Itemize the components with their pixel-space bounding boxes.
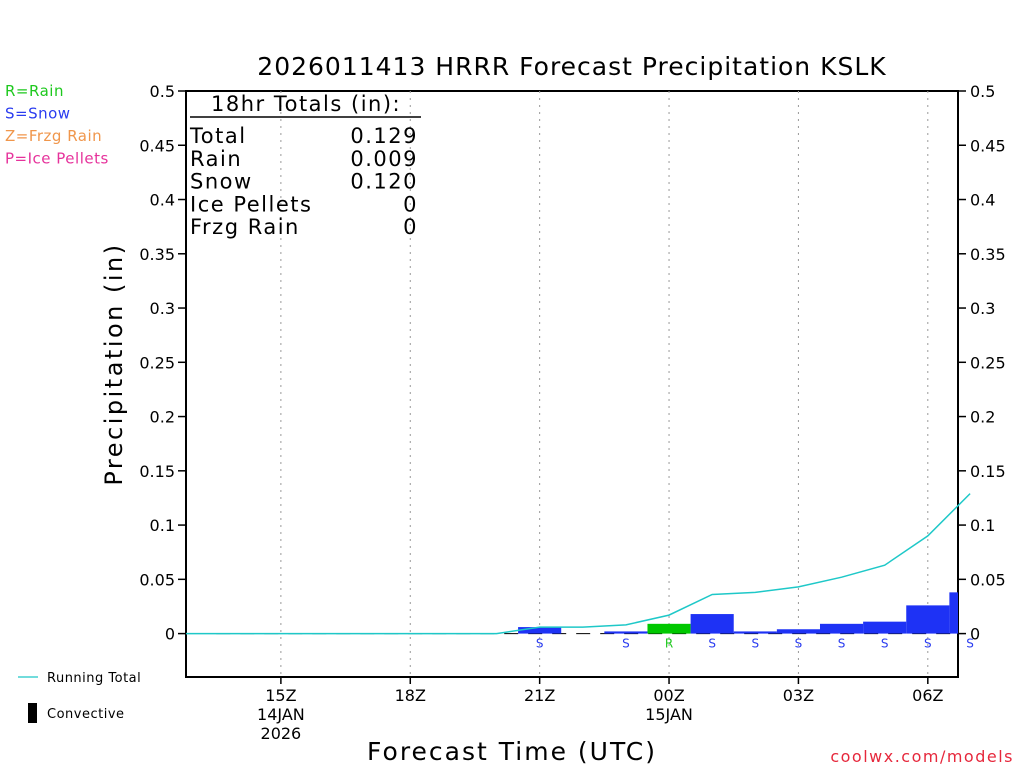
y-axis-label: Precipitation (in) — [100, 242, 128, 485]
running-total-line-group — [186, 493, 971, 635]
y-tick-label-right-1: 0.05 — [970, 570, 1006, 589]
y-tick-label-left-8: 0.4 — [150, 191, 175, 210]
precip-bar-9 — [604, 631, 648, 634]
type-label-8: S — [924, 637, 932, 651]
type-label-5: S — [795, 637, 803, 651]
type-label-3: S — [708, 637, 716, 651]
precip-bar-11 — [690, 614, 734, 634]
type-label-1: S — [622, 637, 630, 651]
y-tick-label-left-2: 0.1 — [150, 516, 175, 535]
y-tick-label-right-9: 0.45 — [970, 136, 1006, 155]
type-legend-2: Z=Frzg Rain — [5, 127, 102, 145]
x-tick-label-0-2: 2026 — [261, 724, 302, 743]
x-tick-label-0-1: 14JAN — [257, 705, 305, 724]
precip-bar-15 — [863, 621, 907, 634]
type-legend-0: R=Rain — [5, 82, 64, 100]
y-tick-label-left-7: 0.35 — [139, 245, 175, 264]
y-axis-right: 0 0.05 0.1 0.15 0.2 0.25 0.3 0.35 0.4 0.45 0.5 — [958, 82, 1006, 644]
y-tick-label-right-4: 0.2 — [970, 408, 995, 427]
y-tick-label-left-10: 0.5 — [150, 82, 175, 101]
totals-label-2: Snow — [190, 170, 253, 194]
type-label-9: S — [966, 637, 974, 651]
type-legend-1: S=Snow — [5, 105, 71, 123]
totals-box: 18hr Totals (in): Total 0.129 Rain 0.009 Snow… — [189, 92, 421, 239]
x-tick-label-0-0: 15Z — [265, 686, 296, 705]
y-tick-label-left-6: 0.3 — [150, 299, 175, 318]
x-tick-label-2-0: 21Z — [524, 686, 555, 705]
precip-bar-12 — [733, 631, 777, 634]
type-label-4: S — [751, 637, 759, 651]
precip-type-legend: R=Rain S=Snow Z=Frzg Rain P=Ice Pellets — [5, 82, 109, 168]
totals-label-4: Frzg Rain — [190, 215, 300, 239]
convective-legend-label: Convective — [47, 707, 125, 722]
x-tick-label-1-0: 18Z — [395, 686, 426, 705]
y-tick-label-right-5: 0.25 — [970, 353, 1006, 372]
credit-text: coolwx.com/models — [830, 747, 1014, 766]
totals-label-3: Ice Pellets — [190, 192, 312, 216]
totals-value-3: 0 — [403, 192, 418, 216]
totals-value-4: 0 — [403, 215, 418, 239]
y-tick-label-left-3: 0.15 — [139, 462, 175, 481]
totals-heading: 18hr Totals (in): — [211, 92, 401, 116]
totals-label-0: Total — [189, 124, 247, 148]
precip-bar-17 — [949, 592, 958, 634]
series-legend: Running Total Convective — [18, 671, 141, 723]
y-tick-label-left-4: 0.2 — [150, 408, 175, 427]
chart-title: 2026011413 HRRR Forecast Precipitation K… — [257, 52, 886, 81]
y-tick-label-right-8: 0.4 — [970, 191, 995, 210]
x-tick-label-5-0: 06Z — [912, 686, 943, 705]
y-tick-label-right-0: 0 — [970, 625, 980, 644]
precip-bar-7 — [518, 627, 562, 634]
running-total-legend-label: Running Total — [47, 671, 141, 686]
y-axis-left: 0 0.05 0.1 0.15 0.2 0.25 0.3 0.35 0.4 0.45 0.5 — [139, 82, 186, 644]
y-tick-label-right-2: 0.1 — [970, 516, 995, 535]
x-tick-label-4-0: 03Z — [783, 686, 814, 705]
type-legend-3: P=Ice Pellets — [5, 150, 109, 168]
y-tick-label-left-9: 0.45 — [139, 136, 175, 155]
totals-label-1: Rain — [190, 147, 242, 171]
type-label-6: S — [838, 637, 846, 651]
type-label-0: S — [536, 637, 544, 651]
x-tick-label-3-0: 00Z — [653, 686, 684, 705]
plot-frame — [185, 90, 959, 678]
y-tick-label-left-5: 0.25 — [139, 353, 175, 372]
type-label-7: S — [881, 637, 889, 651]
x-axis-label: Forecast Time (UTC) — [367, 737, 657, 766]
y-tick-label-left-1: 0.05 — [139, 570, 175, 589]
precip-bar-10 — [647, 623, 691, 634]
totals-value-1: 0.009 — [350, 147, 418, 171]
precip-bar-13 — [776, 629, 820, 634]
y-tick-label-left-0: 0 — [165, 625, 175, 644]
y-tick-label-right-3: 0.15 — [970, 462, 1006, 481]
precip-bar-16 — [906, 605, 950, 634]
type-label-2: R — [665, 637, 673, 651]
convective-legend-swatch — [28, 703, 37, 723]
totals-value-0: 0.129 — [350, 124, 418, 148]
y-tick-label-right-6: 0.3 — [970, 299, 995, 318]
y-tick-label-right-10: 0.5 — [970, 82, 995, 101]
running-total-line — [186, 493, 971, 635]
precip-bars — [518, 592, 958, 634]
totals-value-2: 0.120 — [350, 170, 418, 194]
y-tick-label-right-7: 0.35 — [970, 245, 1006, 264]
x-tick-label-3-1: 15JAN — [645, 705, 693, 724]
precip-bar-14 — [819, 623, 864, 634]
